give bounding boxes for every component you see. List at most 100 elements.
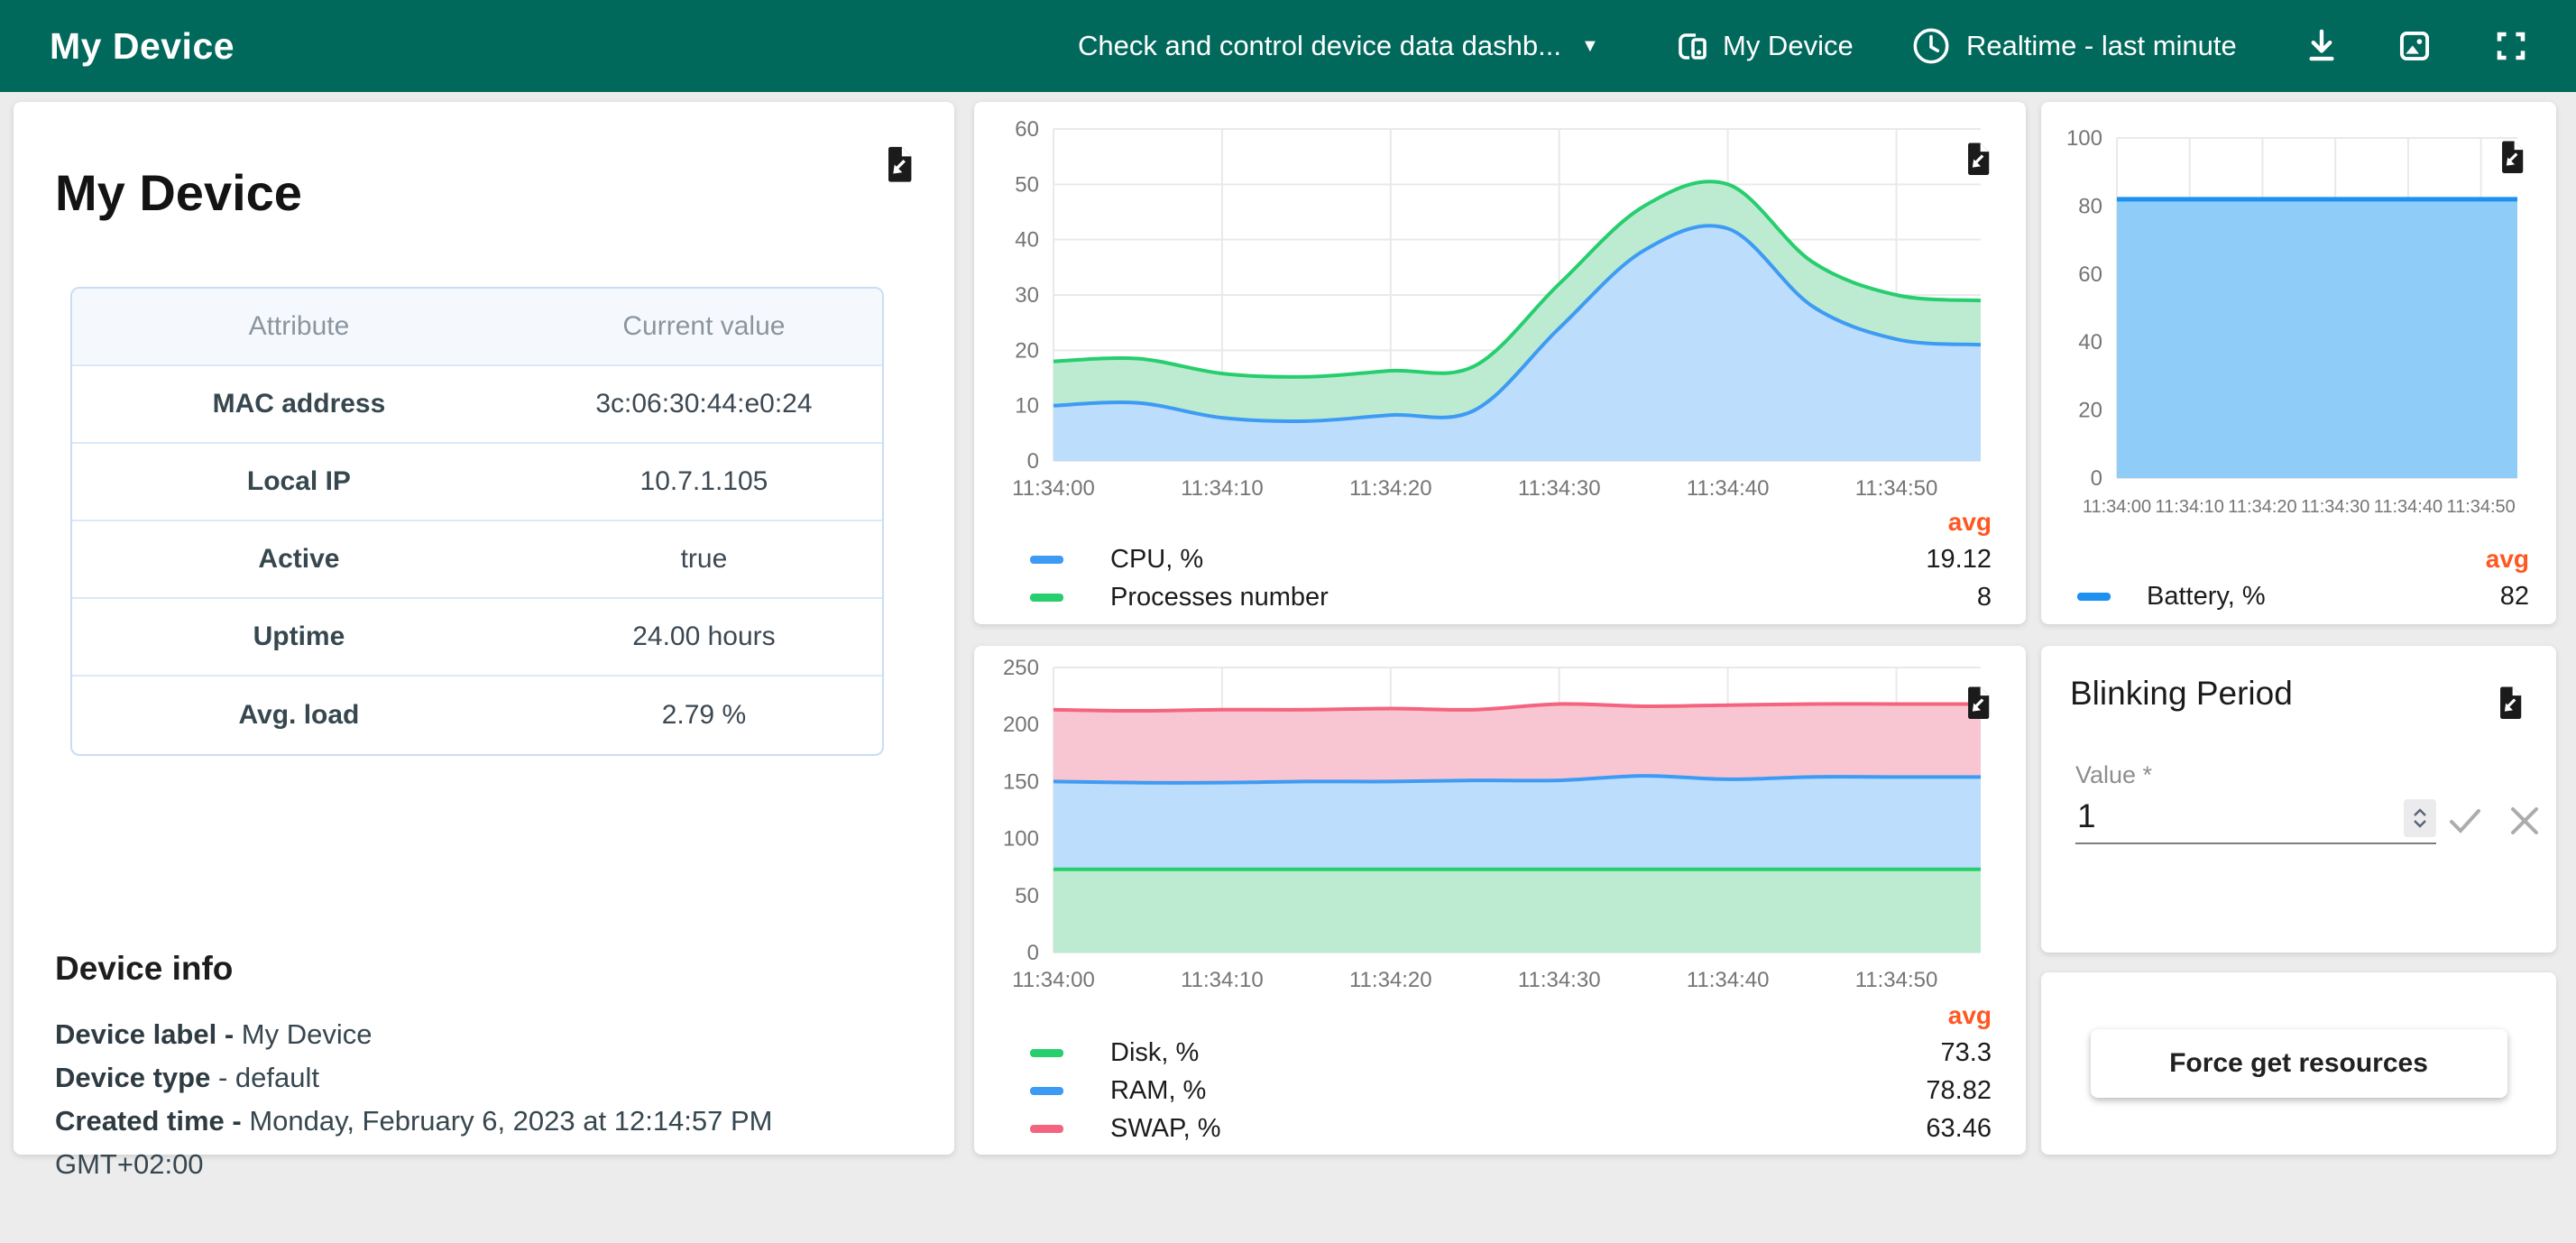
attribute-value: true	[526, 544, 882, 575]
force-get-resources-button[interactable]: Force get resources	[2091, 1029, 2507, 1098]
legend-row: SWAP, % 63.46	[1030, 1109, 1992, 1147]
svg-text:11:34:30: 11:34:30	[2301, 497, 2369, 517]
column-header-current-value: Current value	[526, 311, 882, 342]
svg-text:40: 40	[1015, 228, 1039, 253]
attribute-name: Uptime	[72, 622, 526, 652]
svg-text:11:34:40: 11:34:40	[1687, 476, 1770, 501]
export-widget-icon[interactable]	[2493, 138, 2531, 176]
device-info-line: Created time - Monday, February 6, 2023 …	[55, 1100, 912, 1186]
series-avg-value: 78.82	[1926, 1076, 1992, 1106]
svg-text:40: 40	[2078, 330, 2102, 354]
cpu-processes-chart: 010203040506011:34:0011:34:1011:34:2011:…	[983, 109, 2004, 508]
screenshot-button[interactable]	[2391, 0, 2438, 92]
attribute-name: MAC address	[72, 389, 526, 419]
fullscreen-button[interactable]	[2488, 0, 2535, 92]
card-title: My Device	[55, 163, 302, 222]
legend-row: RAM, % 78.82	[1030, 1072, 1992, 1109]
stepper-up-icon[interactable]	[2411, 806, 2429, 818]
svg-text:11:34:50: 11:34:50	[1855, 476, 1938, 501]
export-widget-icon[interactable]	[2491, 684, 2529, 722]
info-label: Created time -	[55, 1105, 249, 1137]
table-header-row: Attribute Current value	[72, 289, 882, 366]
svg-text:10: 10	[1015, 394, 1039, 419]
device-info-line: Device type - default	[55, 1056, 912, 1100]
svg-text:30: 30	[1015, 283, 1039, 308]
svg-text:11:34:30: 11:34:30	[1518, 476, 1601, 501]
attribute-value: 24.00 hours	[526, 622, 882, 652]
svg-text:11:34:20: 11:34:20	[2228, 497, 2296, 517]
table-row: Active true	[72, 521, 882, 599]
devices-icon	[1670, 24, 1714, 68]
svg-text:11:34:10: 11:34:10	[1181, 968, 1264, 992]
battery-chart: 02040608010011:34:0011:34:1011:34:2011:3…	[2050, 111, 2537, 528]
legend-row: Battery, % 82	[2077, 577, 2529, 615]
table-row: Local IP 10.7.1.105	[72, 444, 882, 521]
svg-text:20: 20	[2078, 399, 2102, 423]
table-row: MAC address 3c:06:30:44:e0:24	[72, 366, 882, 444]
attribute-value: 10.7.1.105	[526, 466, 882, 497]
series-color-dash	[1030, 556, 1063, 564]
table-row: Uptime 24.00 hours	[72, 599, 882, 677]
legend-avg-header: avg	[2077, 545, 2529, 577]
dashboard-title: My Device	[50, 0, 235, 92]
svg-text:20: 20	[1015, 338, 1039, 363]
export-widget-icon[interactable]	[1959, 140, 1997, 178]
legend-row: Disk, % 73.3	[1030, 1034, 1992, 1072]
svg-text:11:34:10: 11:34:10	[2156, 497, 2224, 517]
blinking-period-card: Blinking Period Value *	[2041, 646, 2556, 953]
svg-text:250: 250	[1003, 656, 1039, 680]
svg-text:200: 200	[1003, 713, 1039, 737]
timewindow-label: Realtime - last minute	[1966, 30, 2237, 62]
svg-text:11:34:20: 11:34:20	[1349, 476, 1432, 501]
timewindow-button[interactable]: Realtime - last minute	[1909, 0, 2237, 92]
battery-chart-card: 02040608010011:34:0011:34:1011:34:2011:3…	[2041, 102, 2556, 624]
export-widget-icon[interactable]	[1959, 684, 1997, 722]
entity-label: My Device	[1723, 30, 1854, 62]
value-input[interactable]	[2075, 792, 2382, 835]
series-color-dash	[2077, 593, 2111, 601]
apply-check-icon[interactable]	[2443, 799, 2487, 842]
chart-legend: avg Battery, % 82	[2077, 545, 2529, 615]
series-name: SWAP, %	[1110, 1114, 1926, 1144]
svg-text:11:34:30: 11:34:30	[1518, 968, 1601, 992]
svg-text:11:34:00: 11:34:00	[1012, 476, 1095, 501]
series-color-dash	[1030, 1049, 1063, 1057]
info-label: Device label -	[55, 1018, 242, 1050]
svg-text:11:34:00: 11:34:00	[1012, 968, 1095, 992]
series-color-dash	[1030, 594, 1063, 602]
resources-chart-card: 05010015020025011:34:0011:34:1011:34:201…	[974, 646, 2026, 1155]
stepper-down-icon[interactable]	[2411, 818, 2429, 830]
cancel-x-icon[interactable]	[2503, 799, 2546, 842]
series-avg-value: 73.3	[1941, 1038, 1992, 1068]
svg-text:100: 100	[2066, 126, 2102, 151]
entity-selector[interactable]: My Device	[1670, 0, 1854, 92]
attribute-name: Local IP	[72, 466, 526, 497]
info-value: - default	[218, 1062, 319, 1093]
dashboard-select-label: Check and control device data dashb...	[1078, 30, 1561, 62]
chevron-down-icon: ▼	[1581, 36, 1599, 57]
download-icon	[2298, 23, 2345, 69]
attribute-value: 3c:06:30:44:e0:24	[526, 389, 882, 419]
attribute-value: 2.79 %	[526, 700, 882, 731]
series-name: Battery, %	[2147, 582, 2500, 612]
legend-row: CPU, % 19.12	[1030, 540, 1992, 578]
series-avg-value: 8	[1977, 583, 1992, 612]
number-stepper[interactable]	[2404, 799, 2436, 837]
svg-text:11:34:50: 11:34:50	[2446, 497, 2515, 517]
dashboard-select[interactable]: Check and control device data dashb... ▼	[1078, 0, 1599, 92]
svg-text:150: 150	[1003, 769, 1039, 794]
legend-row: Processes number 8	[1030, 578, 1992, 616]
export-dashboard-button[interactable]	[2298, 0, 2345, 92]
series-name: Disk, %	[1110, 1038, 1941, 1068]
export-widget-icon[interactable]	[879, 143, 920, 185]
svg-text:11:34:00: 11:34:00	[2083, 497, 2151, 517]
series-avg-value: 82	[2500, 582, 2529, 612]
svg-text:11:34:50: 11:34:50	[1855, 968, 1938, 992]
svg-text:60: 60	[2078, 262, 2102, 287]
svg-text:80: 80	[2078, 194, 2102, 218]
svg-text:0: 0	[1027, 449, 1039, 474]
table-row: Avg. load 2.79 %	[72, 677, 882, 754]
series-avg-value: 19.12	[1926, 545, 1992, 575]
series-name: RAM, %	[1110, 1076, 1926, 1106]
legend-avg-header: avg	[1030, 508, 1992, 540]
